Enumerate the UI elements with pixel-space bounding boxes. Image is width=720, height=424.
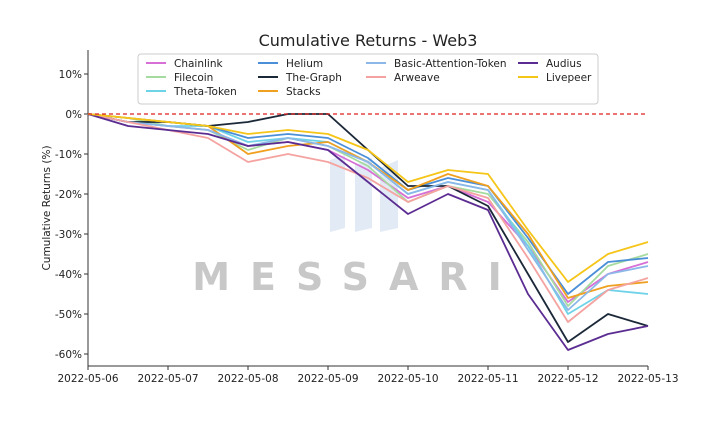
x-tick-label: 2022-05-13	[617, 373, 678, 385]
y-tick-label: -50%	[55, 309, 82, 321]
legend-label: Arweave	[394, 72, 440, 84]
y-tick-label: -30%	[55, 229, 82, 241]
series-lines	[87, 113, 649, 351]
x-tick-label: 2022-05-07	[137, 373, 198, 385]
x-tick-label: 2022-05-10	[377, 373, 438, 385]
x-tick-label: 2022-05-12	[537, 373, 598, 385]
y-tick-label: -20%	[55, 189, 82, 201]
series-line-audius	[87, 113, 649, 351]
legend-entry-audius: Audius	[518, 58, 582, 70]
legend-label: Chainlink	[174, 58, 223, 70]
x-tick-label: 2022-05-06	[57, 373, 118, 385]
legend: Chainlink Filecoin Theta-Token Helium The-Gr…	[137, 53, 599, 105]
series-line-arweave	[87, 113, 649, 323]
y-tick-label: -40%	[55, 269, 82, 281]
legend-label: Theta-Token	[173, 86, 237, 98]
legend-entry-livepeer: Livepeer	[518, 72, 592, 84]
legend-entry-chainlink: Chainlink	[146, 58, 223, 70]
x-tick-label: 2022-05-11	[457, 373, 518, 385]
legend-label: Basic-Attention-Token	[394, 58, 507, 70]
legend-label: The-Graph	[285, 72, 342, 84]
y-tick-label: -60%	[55, 349, 82, 361]
axes: 10% 0% -10% -20% -30% -40% -50% -60% 2022-05-06 2…	[41, 50, 679, 385]
watermark: MESSARI	[192, 155, 522, 299]
watermark-text: MESSARI	[192, 255, 522, 299]
legend-entry-basic-attention-token: Basic-Attention-Token	[366, 58, 507, 70]
x-tick-label: 2022-05-09	[297, 373, 358, 385]
legend-label: Audius	[546, 58, 582, 70]
legend-entry-stacks: Stacks	[258, 86, 321, 98]
y-tick-label: 0%	[65, 109, 82, 121]
legend-entry-filecoin: Filecoin	[146, 72, 213, 84]
chart-title: Cumulative Returns - Web3	[259, 31, 478, 50]
y-axis-label: Cumulative Returns (%)	[41, 145, 53, 270]
legend-entry-the-graph: The-Graph	[258, 72, 342, 84]
legend-label: Helium	[286, 58, 323, 70]
series-line-livepeer	[87, 113, 649, 283]
legend-box	[137, 53, 599, 105]
legend-entry-helium: Helium	[258, 58, 323, 70]
legend-label: Stacks	[286, 86, 321, 98]
legend-entry-theta-token: Theta-Token	[146, 86, 237, 98]
watermark-logo-bars	[330, 155, 398, 232]
legend-entry-arweave: Arweave	[366, 72, 440, 84]
y-tick-label: -10%	[55, 149, 82, 161]
legend-label: Filecoin	[174, 72, 213, 84]
series-line-basic-attention-token	[87, 113, 649, 311]
y-tick-label: 10%	[59, 69, 82, 81]
legend-label: Livepeer	[546, 72, 592, 84]
x-tick-label: 2022-05-08	[217, 373, 278, 385]
